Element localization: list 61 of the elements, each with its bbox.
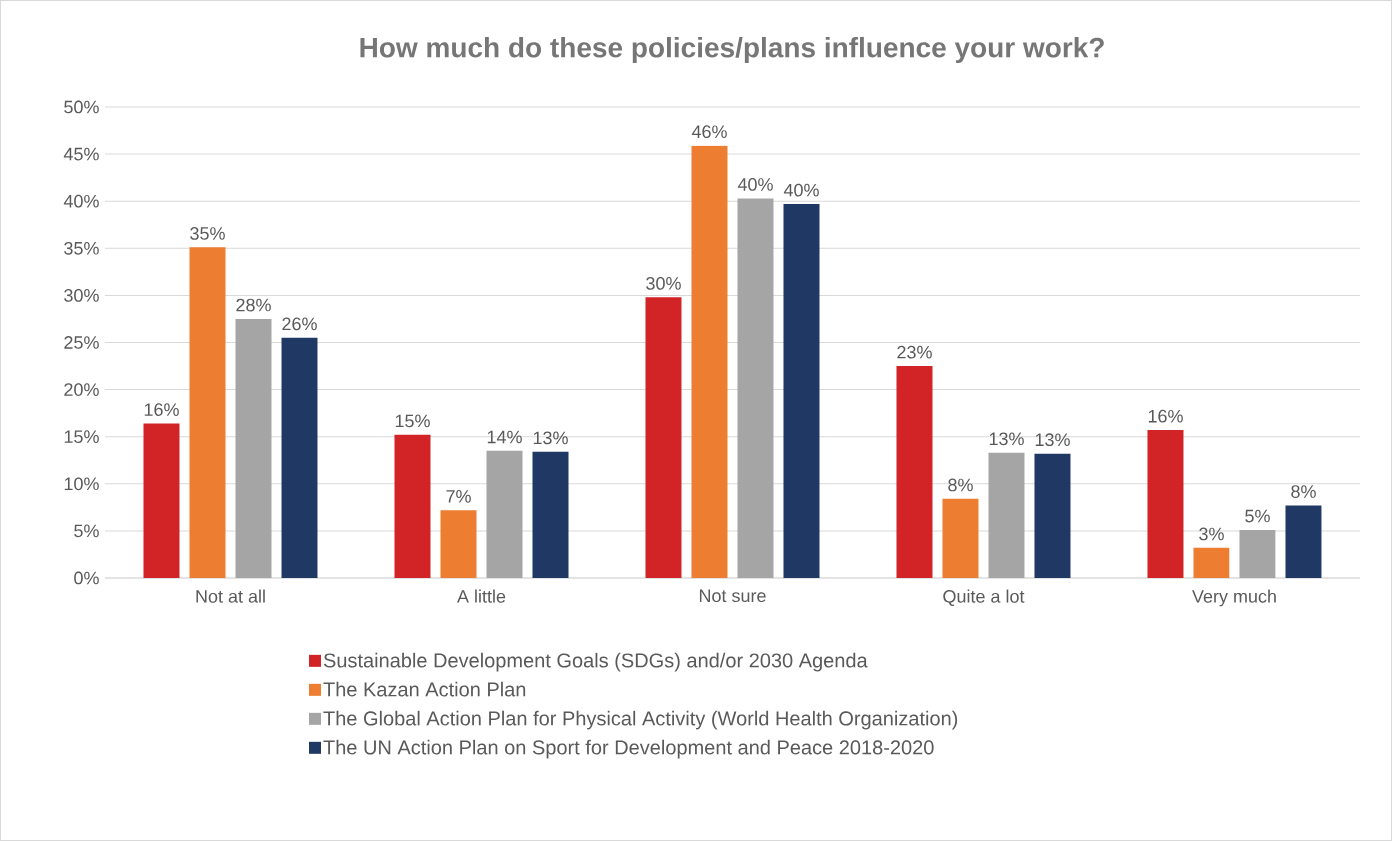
data-label: 5%: [1245, 509, 1270, 523]
data-label: 23%: [897, 345, 932, 359]
bar: [1034, 453, 1071, 578]
bar: [281, 337, 318, 578]
bar: [1193, 547, 1230, 578]
data-label: 14%: [487, 430, 522, 444]
bar: [737, 198, 774, 578]
data-label: 16%: [144, 403, 179, 416]
bar: [691, 145, 728, 578]
data-label: 46%: [691, 125, 727, 139]
chart-title: How much do these policies/plans influence your work?: [360, 36, 1104, 64]
data-label: 28%: [236, 298, 271, 312]
data-label: 13%: [1035, 433, 1070, 447]
x-tick-label: A little: [457, 589, 506, 603]
y-tick-label: 30%: [64, 289, 99, 302]
y-tick-label: 5%: [74, 524, 99, 538]
y-tick-label: 40%: [63, 194, 99, 208]
data-label: 13%: [533, 431, 568, 445]
data-label: 3%: [1199, 527, 1224, 541]
y-tick-label: 35%: [64, 241, 99, 255]
y-tick-label: 0%: [74, 571, 99, 585]
bar: [440, 510, 477, 578]
legend-label: The Kazan Action Plan: [323, 681, 526, 697]
x-tick-label: Quite a lot: [943, 589, 1025, 606]
legend-label: The UN Action Plan on Sport for Development and Peace 2018-2020: [323, 739, 934, 759]
data-label: 7%: [446, 490, 471, 503]
data-label: 8%: [1291, 485, 1316, 498]
bar: [942, 498, 979, 578]
data-label: 13%: [989, 432, 1024, 446]
bar: [143, 423, 180, 578]
y-tick-label: 50%: [64, 100, 99, 114]
data-label: 26%: [282, 317, 317, 331]
legend-label: The Global Action Plan for Physical Activity (World Health Organization): [323, 710, 958, 730]
y-tick-label: 45%: [63, 147, 99, 161]
legend-label: Sustainable Development Goals (SDGs) and/or 2030 Agenda: [323, 652, 868, 672]
bar: [394, 434, 431, 578]
data-label: 8%: [948, 478, 973, 492]
x-tick-label: Not sure: [699, 589, 766, 603]
data-label: 40%: [783, 183, 819, 197]
data-label: 35%: [190, 227, 225, 240]
bar: [988, 452, 1025, 578]
bar: [783, 204, 820, 578]
bar: [1239, 529, 1276, 578]
x-tick-label: Not at all: [196, 589, 265, 603]
data-label: 40%: [737, 178, 773, 191]
y-tick-label: 25%: [64, 336, 99, 349]
bar: [189, 247, 226, 578]
bar: [896, 366, 933, 578]
bar: [1285, 505, 1322, 578]
y-tick-label: 10%: [64, 477, 99, 491]
bar: [645, 297, 682, 578]
bar: [532, 451, 569, 578]
bar: [1147, 430, 1184, 578]
x-tick-label: Very much: [1192, 589, 1276, 607]
data-label: 15%: [395, 414, 430, 428]
data-label: 16%: [1148, 409, 1183, 423]
bar: [486, 450, 523, 578]
bar: [235, 318, 272, 578]
data-label: 30%: [646, 277, 681, 290]
y-tick-label: 20%: [64, 383, 99, 396]
y-tick-label: 15%: [64, 430, 99, 444]
